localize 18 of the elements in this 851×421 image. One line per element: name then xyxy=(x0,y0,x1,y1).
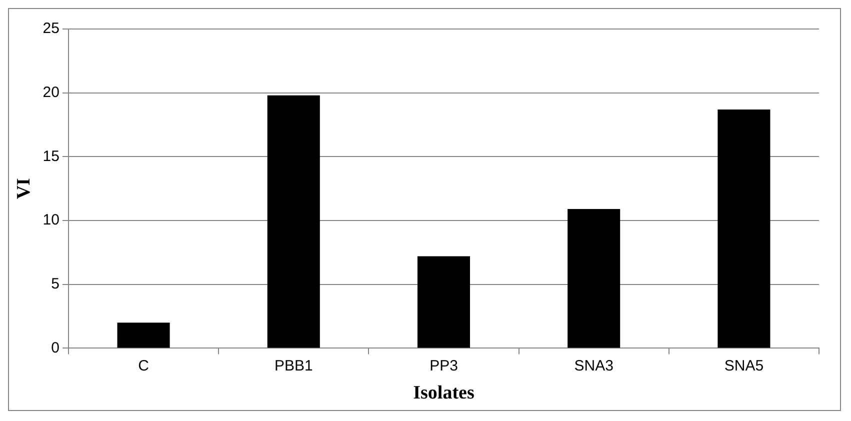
x-tick-label: C xyxy=(138,357,150,374)
bar xyxy=(568,209,620,348)
x-tick-label: SNA5 xyxy=(724,357,764,374)
y-axis-title: VI xyxy=(13,178,34,200)
y-tick-label: 15 xyxy=(42,148,60,165)
x-tick-label: SNA3 xyxy=(574,357,614,374)
y-tick-label: 20 xyxy=(42,84,60,101)
bar xyxy=(267,95,320,348)
bar xyxy=(417,256,470,348)
bar xyxy=(117,322,170,348)
y-tick-label: 0 xyxy=(51,339,60,356)
y-tick-label: 5 xyxy=(51,276,60,292)
x-axis-title: Isolates xyxy=(413,382,474,404)
y-tick-label: 10 xyxy=(42,212,60,229)
y-tick-label: 25 xyxy=(42,20,60,38)
bar xyxy=(718,109,770,348)
x-tick-label: PBB1 xyxy=(274,357,313,374)
x-tick-label: PP3 xyxy=(430,357,458,374)
